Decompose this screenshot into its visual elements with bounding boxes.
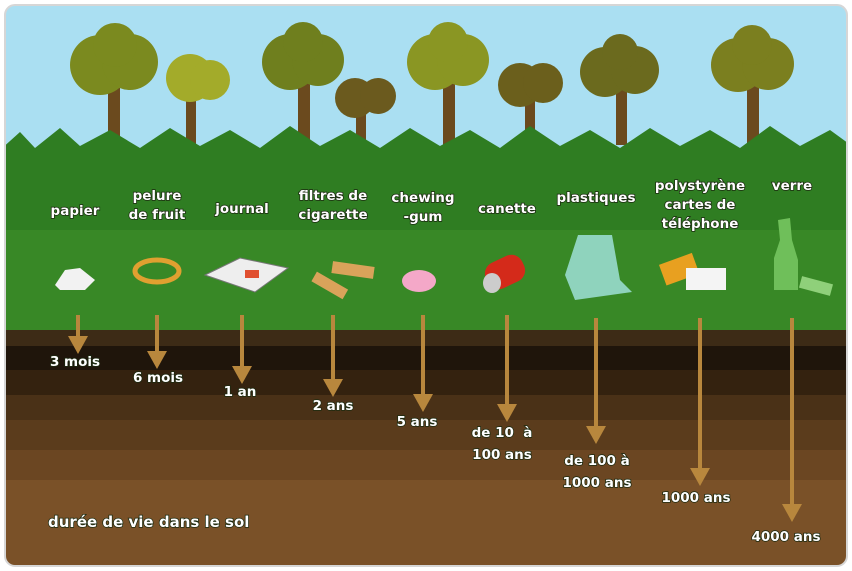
item-label: verre (772, 178, 812, 194)
item-label: cartes de (665, 197, 736, 213)
duration-label: 5 ans (397, 414, 438, 430)
scene (0, 0, 852, 571)
item-label: téléphone (662, 216, 739, 232)
item-label: papier (51, 203, 100, 219)
item-label: cigarette (298, 207, 367, 223)
duration-label: 2 ans (313, 398, 354, 414)
item-label: pelure (133, 188, 182, 204)
duration-label: 4000 ans (751, 529, 820, 545)
duration-label: 3 mois (50, 354, 100, 370)
duration-label: 1000 ans (661, 490, 730, 506)
soil (0, 330, 852, 571)
item-label: journal (214, 201, 269, 217)
duration-label: 1 an (224, 384, 257, 400)
item-label: canette (478, 201, 536, 217)
item-label: chewing (391, 190, 454, 206)
duration-label: de 10 à (472, 425, 533, 441)
item-label: polystyrène (655, 178, 745, 194)
item-label: filtres de (299, 188, 367, 204)
item-label: plastiques (557, 190, 636, 206)
item-label: -gum (404, 209, 443, 225)
footer: durée de vie dans le sol (48, 513, 249, 531)
duration-label: 1000 ans (562, 475, 631, 491)
infographic: durée de vie dans le sol papier 3 mois pel… (0, 0, 852, 571)
duration-label: 100 ans (472, 447, 532, 463)
item-label: de fruit (129, 207, 186, 223)
duration-label: 6 mois (133, 370, 183, 386)
duration-label: de 100 à (564, 453, 630, 469)
